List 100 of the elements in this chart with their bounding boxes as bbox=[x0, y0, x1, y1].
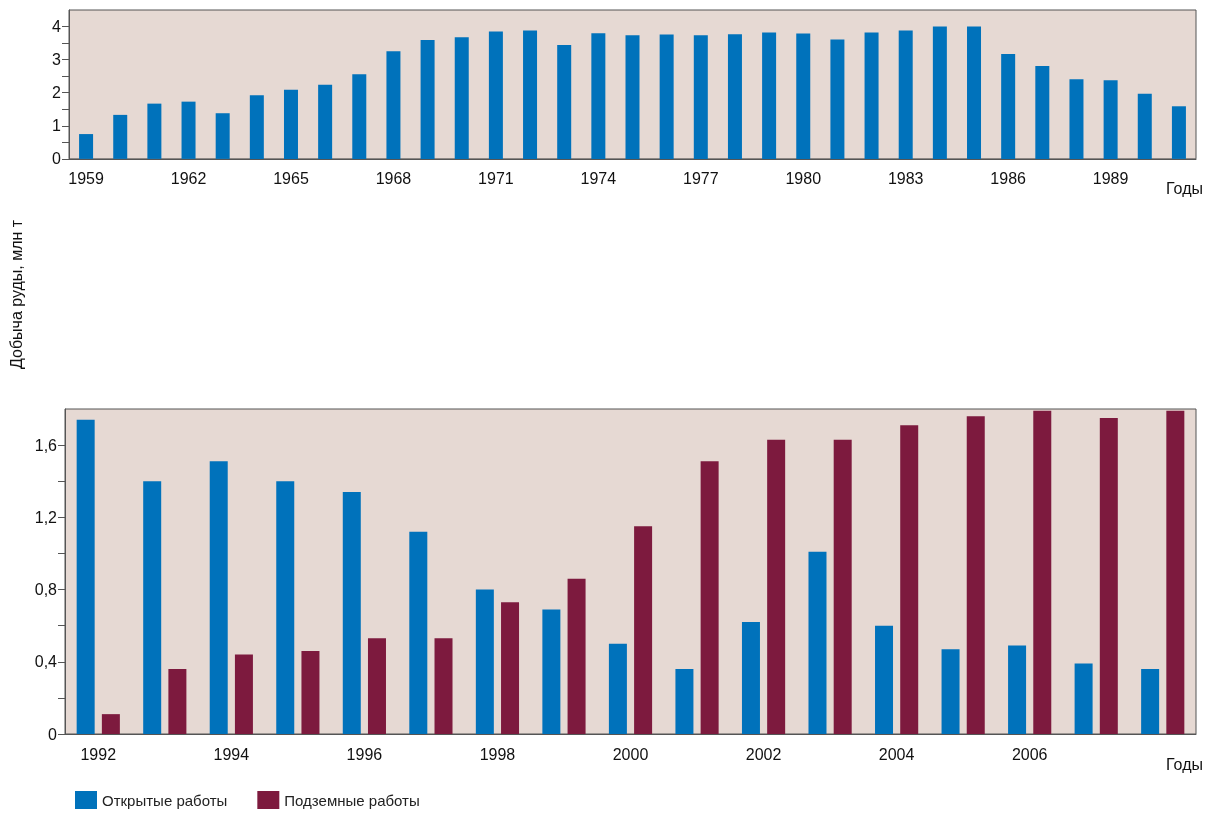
bar bbox=[168, 669, 187, 734]
bar bbox=[808, 551, 827, 734]
bar bbox=[1008, 645, 1027, 734]
y-tick-label: 2 bbox=[52, 84, 62, 102]
bar bbox=[796, 33, 811, 159]
bar bbox=[209, 461, 228, 734]
bar bbox=[1171, 106, 1186, 159]
x-axis-title: Годы bbox=[1166, 755, 1203, 773]
bar bbox=[830, 39, 845, 159]
bar bbox=[1166, 410, 1185, 734]
bar bbox=[700, 461, 719, 734]
y-tick-label: 0 bbox=[48, 725, 58, 743]
x-tick-label: 1996 bbox=[346, 745, 383, 763]
bar bbox=[342, 492, 361, 734]
bar bbox=[1103, 80, 1118, 159]
y-tick-label: 0,4 bbox=[34, 653, 58, 671]
bar bbox=[727, 34, 742, 159]
x-tick-label: 1968 bbox=[375, 170, 412, 188]
bar bbox=[1099, 418, 1118, 734]
bar bbox=[420, 40, 435, 159]
bar bbox=[741, 622, 760, 734]
bar bbox=[249, 95, 264, 159]
y-tick-label: 3 bbox=[52, 51, 62, 69]
bar bbox=[833, 439, 852, 734]
bar bbox=[542, 609, 561, 734]
x-tick-label: 1962 bbox=[170, 170, 207, 188]
x-tick-label: 1971 bbox=[478, 170, 514, 188]
bar bbox=[79, 134, 94, 159]
x-tick-label: 1965 bbox=[273, 170, 309, 188]
bar bbox=[966, 416, 985, 734]
x-tick-label: 1983 bbox=[887, 170, 924, 188]
bar bbox=[634, 526, 653, 734]
bar bbox=[283, 89, 298, 159]
bar bbox=[386, 51, 401, 159]
bar bbox=[767, 439, 786, 734]
bar bbox=[454, 37, 469, 159]
bar bbox=[523, 30, 538, 159]
bar bbox=[693, 35, 708, 159]
bar bbox=[215, 113, 230, 159]
x-tick-label: 2006 bbox=[1011, 745, 1048, 763]
y-tick-label: 1 bbox=[52, 117, 62, 135]
y-tick-label: 0,8 bbox=[34, 581, 58, 599]
bar bbox=[367, 638, 386, 734]
bar bbox=[1069, 79, 1084, 159]
y-tick-label: 1,2 bbox=[34, 508, 58, 526]
bar bbox=[181, 101, 196, 159]
bar bbox=[434, 638, 453, 734]
bar bbox=[1035, 65, 1050, 159]
bar bbox=[1033, 410, 1052, 734]
bar bbox=[557, 45, 572, 159]
x-tick-label: 1986 bbox=[990, 170, 1027, 188]
bar bbox=[76, 419, 95, 734]
bar bbox=[101, 714, 120, 734]
bar bbox=[1074, 663, 1093, 734]
x-tick-label: 1989 bbox=[1092, 170, 1129, 188]
x-tick-label: 1980 bbox=[785, 170, 822, 188]
bar bbox=[875, 625, 894, 734]
bar bbox=[409, 531, 428, 734]
legend-label: Подземные работы bbox=[284, 791, 420, 809]
bar bbox=[301, 650, 320, 734]
bar bbox=[1001, 54, 1016, 159]
bar bbox=[475, 589, 494, 734]
bar bbox=[967, 26, 982, 159]
bar bbox=[567, 578, 586, 734]
bar bbox=[488, 31, 503, 159]
x-tick-label: 2000 bbox=[612, 745, 649, 763]
bar bbox=[276, 481, 295, 734]
x-tick-label: 1998 bbox=[479, 745, 516, 763]
x-tick-label: 2002 bbox=[745, 745, 782, 763]
bar bbox=[143, 481, 162, 734]
y-tick-label: 0 bbox=[52, 150, 62, 168]
y-axis-title: Добыча руды, млн т bbox=[7, 219, 25, 369]
bar bbox=[147, 103, 162, 159]
bar bbox=[625, 35, 640, 159]
x-tick-label: 1974 bbox=[580, 170, 617, 188]
bar bbox=[501, 602, 520, 734]
bar bbox=[932, 26, 947, 159]
x-tick-label: 1994 bbox=[213, 745, 250, 763]
bar bbox=[591, 33, 606, 159]
legend-label: Открытые работы bbox=[102, 791, 228, 809]
x-tick-label: 1977 bbox=[683, 170, 719, 188]
bar bbox=[898, 30, 913, 159]
bar bbox=[900, 425, 919, 734]
x-axis-title: Годы bbox=[1166, 180, 1203, 198]
bar bbox=[659, 34, 674, 159]
bar bbox=[608, 643, 627, 734]
bar bbox=[234, 654, 253, 734]
x-tick-label: 1992 bbox=[80, 745, 117, 763]
bar bbox=[1141, 669, 1160, 734]
x-tick-label: 2004 bbox=[878, 745, 915, 763]
bar bbox=[318, 84, 333, 159]
x-tick-label: 1959 bbox=[68, 170, 104, 188]
bar bbox=[352, 74, 367, 159]
bar bbox=[762, 32, 777, 159]
bar bbox=[113, 114, 128, 159]
bar bbox=[1137, 93, 1152, 159]
bar bbox=[864, 32, 879, 159]
y-tick-label: 1,6 bbox=[34, 436, 58, 454]
bar bbox=[675, 669, 694, 734]
y-tick-label: 4 bbox=[52, 18, 62, 36]
